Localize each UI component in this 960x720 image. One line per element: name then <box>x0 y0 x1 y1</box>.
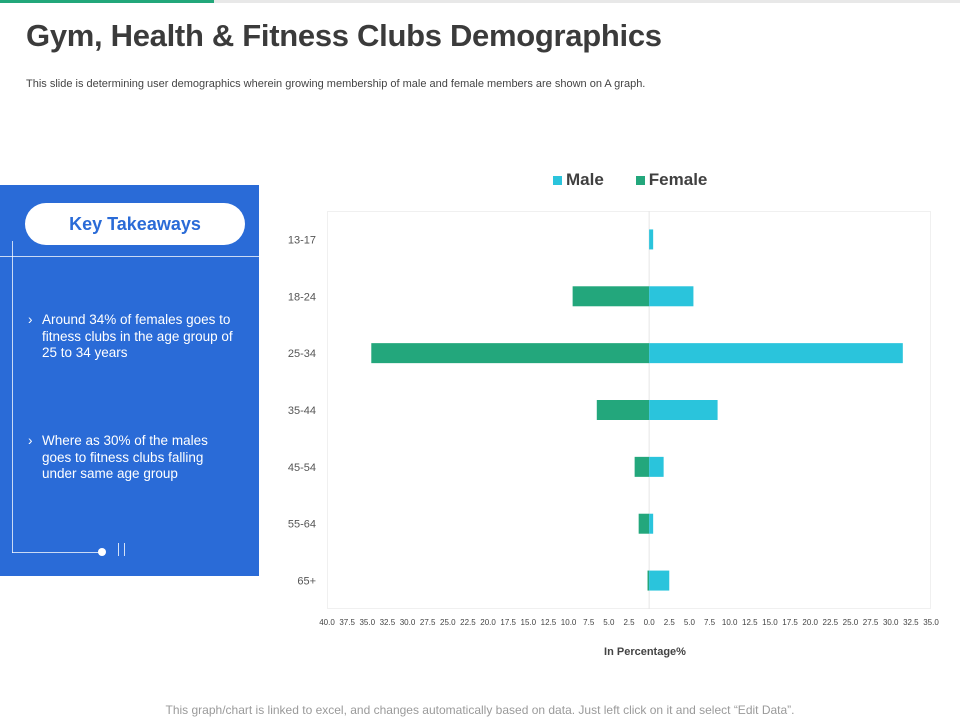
takeaway-item: › Where as 30% of the males goes to fitn… <box>28 433 233 483</box>
y-tick-label: 55-64 <box>288 519 316 531</box>
legend-swatch-male <box>553 175 562 185</box>
x-tick-label: 25.0 <box>440 618 456 627</box>
y-tick-label: 65+ <box>297 576 316 588</box>
decorative-bars <box>118 543 128 556</box>
bar-female-45-54 <box>634 456 650 477</box>
decorative-line-vertical <box>12 241 13 553</box>
y-tick-label: 35-44 <box>288 405 316 417</box>
y-tick-label: 13-17 <box>288 234 316 246</box>
bar-male-35-44 <box>649 400 718 420</box>
bar-female-65+ <box>647 570 650 591</box>
y-tick-label: 25-34 <box>288 348 316 360</box>
x-tick-label: 27.5 <box>420 618 436 627</box>
x-tick-label: 32.5 <box>903 618 919 627</box>
x-tick-label: 7.5 <box>704 618 716 627</box>
bar-female-25-34 <box>371 343 650 364</box>
bar-female-18-24 <box>572 286 650 307</box>
y-tick-label: 45-54 <box>288 462 316 474</box>
footer-note: This graph/chart is linked to excel, and… <box>165 703 795 717</box>
x-tick-label: 2.5 <box>623 618 635 627</box>
key-takeaways-heading: Key Takeaways <box>25 203 245 245</box>
bar-male-18-24 <box>649 286 694 307</box>
decorative-line-horizontal <box>0 256 259 257</box>
x-tick-label: 12.5 <box>541 618 557 627</box>
x-tick-label: 37.5 <box>339 618 355 627</box>
x-tick-label: 17.5 <box>500 618 516 627</box>
top-accent-green <box>0 0 214 3</box>
x-tick-label: 15.0 <box>521 618 537 627</box>
x-tick-label: 30.0 <box>400 618 416 627</box>
x-tick-label: 35.0 <box>359 618 375 627</box>
x-tick-label: 0.0 <box>644 618 656 627</box>
legend-label-male: Male <box>566 170 604 189</box>
page-title: Gym, Health & Fitness Clubs Demographics <box>26 18 662 53</box>
x-tick-label: 15.0 <box>762 618 778 627</box>
takeaway-item: › Around 34% of females goes to fitness … <box>28 312 233 362</box>
x-tick-label: 7.5 <box>583 618 595 627</box>
bar-male-45-54 <box>649 456 664 477</box>
chevron-right-icon: › <box>28 433 33 448</box>
x-tick-label: 17.5 <box>782 618 798 627</box>
decorative-line-bottom <box>12 552 102 553</box>
bar-female-35-44 <box>596 400 650 420</box>
x-tick-label: 22.5 <box>823 618 839 627</box>
chart-plot-frame <box>327 211 931 609</box>
takeaway-text: Around 34% of females goes to fitness cl… <box>42 312 233 360</box>
bar-male-65+ <box>649 570 670 591</box>
x-tick-label: 5.0 <box>684 618 696 627</box>
legend-label-female: Female <box>648 170 708 189</box>
chart-legend: Male Female <box>553 170 739 190</box>
bar-female-55-64 <box>638 513 650 534</box>
x-tick-label: 27.5 <box>863 618 879 627</box>
x-tick-label: 25.0 <box>843 618 859 627</box>
legend-swatch-female <box>635 175 645 185</box>
x-tick-label: 20.0 <box>802 618 818 627</box>
bar-male-55-64 <box>649 513 654 534</box>
x-tick-label: 30.0 <box>883 618 899 627</box>
key-takeaways-panel: Key Takeaways › Around 34% of females go… <box>0 185 259 576</box>
bar-male-13-17 <box>649 229 654 250</box>
x-tick-label: 40.0 <box>319 618 335 627</box>
takeaway-text: Where as 30% of the males goes to fitnes… <box>42 433 208 481</box>
decorative-dot <box>98 548 106 556</box>
x-tick-label: 2.5 <box>664 618 676 627</box>
page-subtitle: This slide is determining user demograph… <box>26 78 646 90</box>
top-accent-bar <box>0 0 960 3</box>
chevron-right-icon: › <box>28 312 33 327</box>
x-tick-label: 35.0 <box>923 618 939 627</box>
y-tick-label: 18-24 <box>288 291 316 303</box>
x-tick-label: 10.0 <box>561 618 577 627</box>
legend-item-male: Male <box>553 170 604 190</box>
x-tick-label: 5.0 <box>603 618 615 627</box>
x-tick-label: 20.0 <box>480 618 496 627</box>
x-tick-label: 32.5 <box>380 618 396 627</box>
x-tick-label: 10.0 <box>722 618 738 627</box>
x-tick-label: 22.5 <box>460 618 476 627</box>
x-tick-label: 12.5 <box>742 618 758 627</box>
x-axis-label: In Percentage% <box>604 646 686 658</box>
bar-male-25-34 <box>649 343 903 364</box>
legend-item-female: Female <box>635 170 708 190</box>
